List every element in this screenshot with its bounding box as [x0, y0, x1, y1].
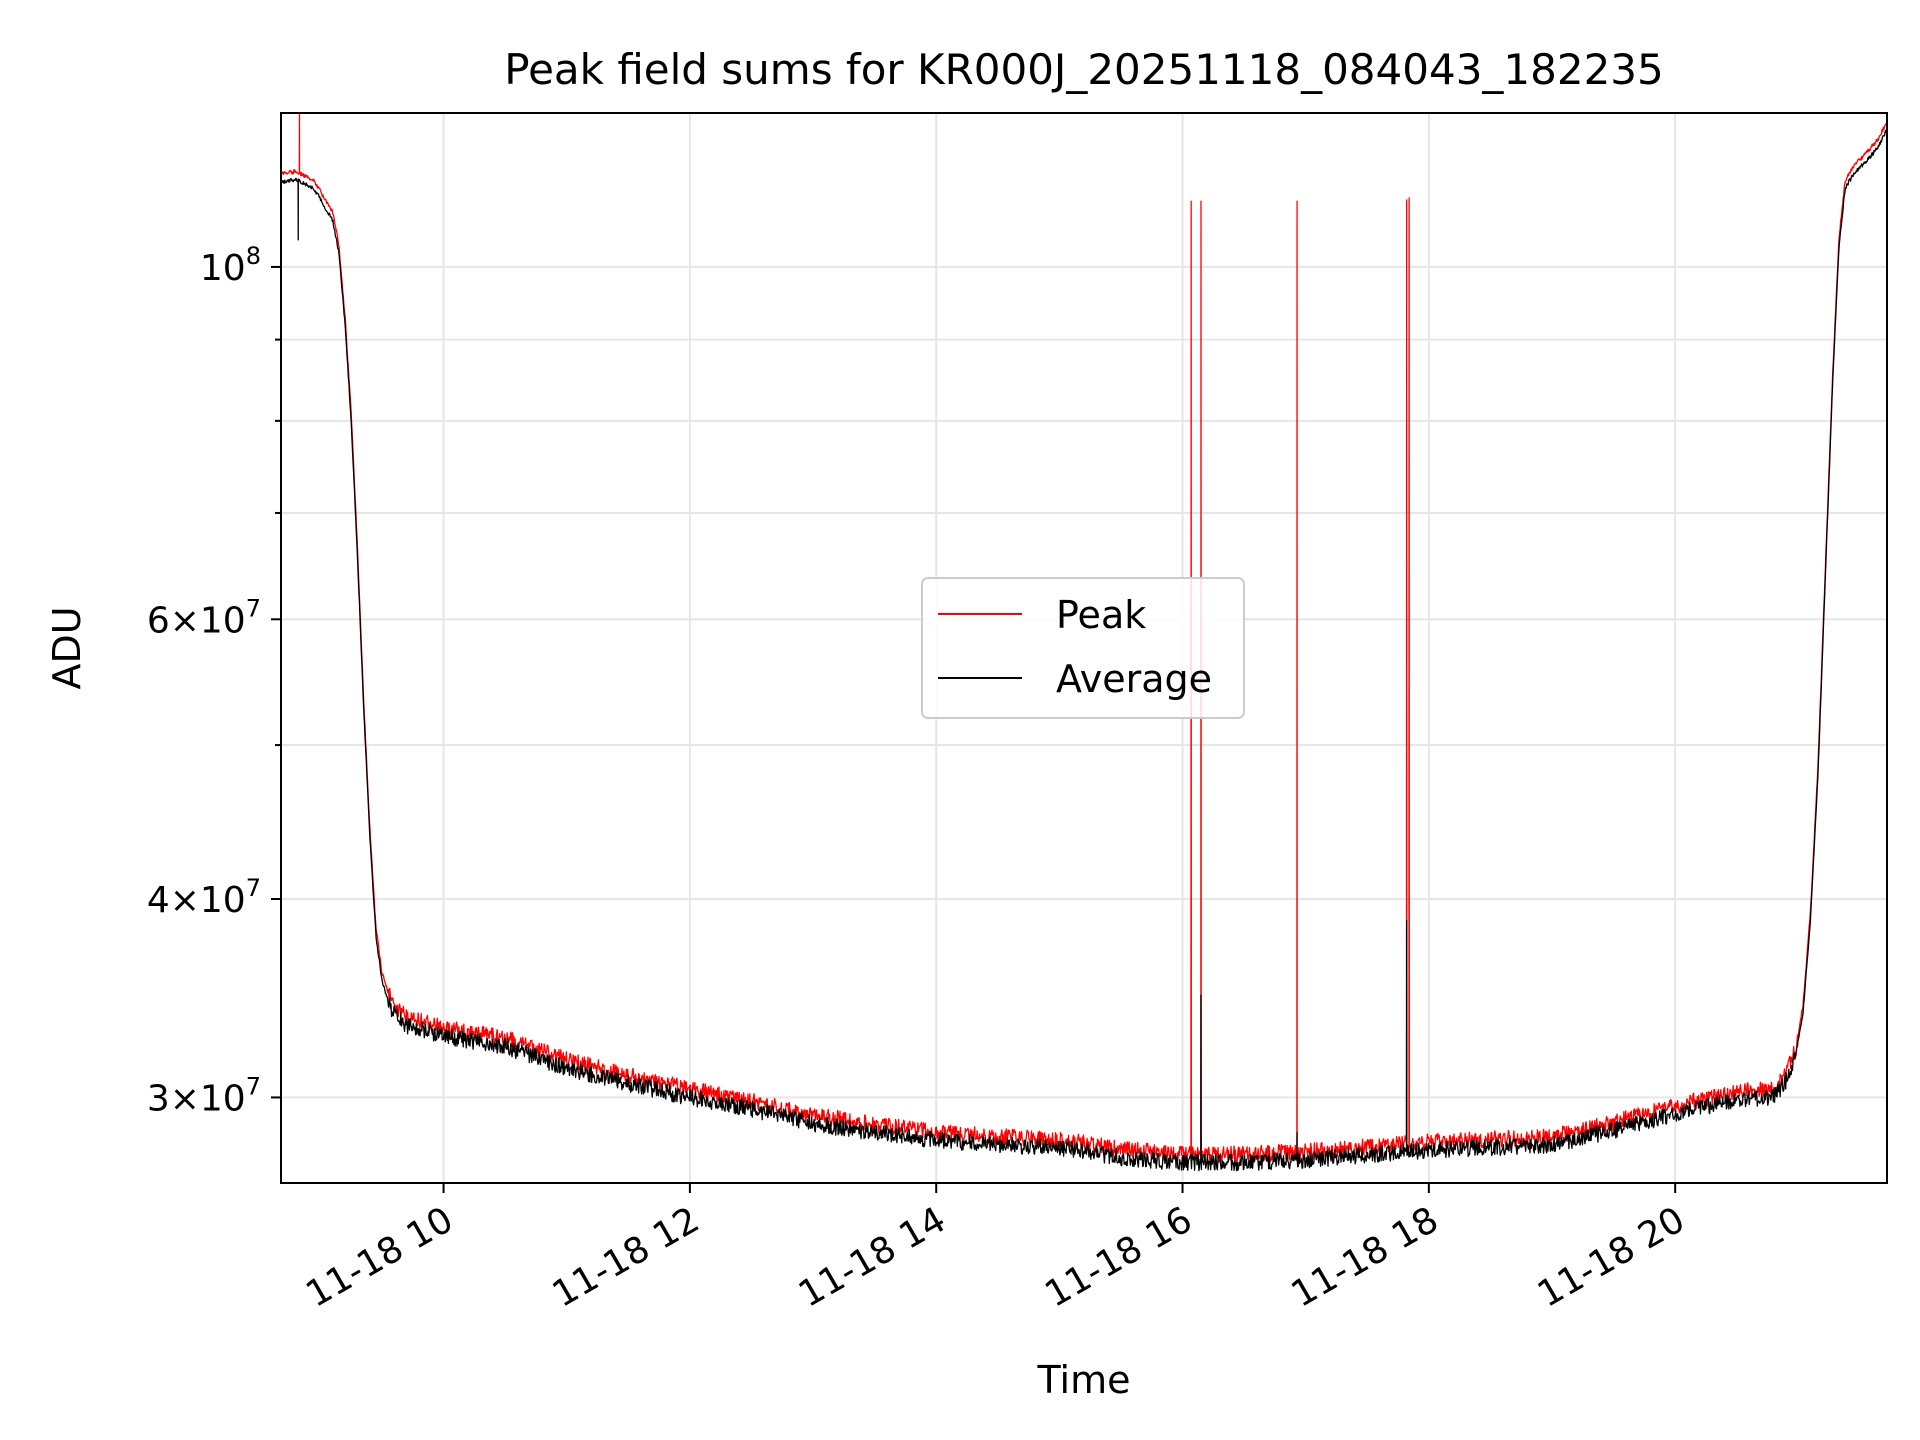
x-axis-label: Time [1037, 1358, 1131, 1402]
legend-average-label: Average [1056, 657, 1212, 701]
y-tick-label: 3×107 [147, 1072, 261, 1119]
chart-title: Peak field sums for KR000J_20251118_0840… [504, 45, 1664, 94]
series-line-peak [281, 113, 1887, 1163]
series-layer [281, 113, 1887, 1172]
plot-frame [280, 112, 1888, 1184]
legend: Peak Average [921, 577, 1245, 719]
series-line-average [281, 128, 1887, 1172]
legend-peak-label: Peak [1056, 593, 1146, 637]
y-tick-label: 108 [200, 242, 261, 289]
y-axis-label: ADU [45, 606, 89, 689]
y-tick-label: 6×107 [147, 594, 261, 641]
y-tick-label: 4×107 [147, 874, 261, 921]
plot-area [281, 113, 1887, 1172]
